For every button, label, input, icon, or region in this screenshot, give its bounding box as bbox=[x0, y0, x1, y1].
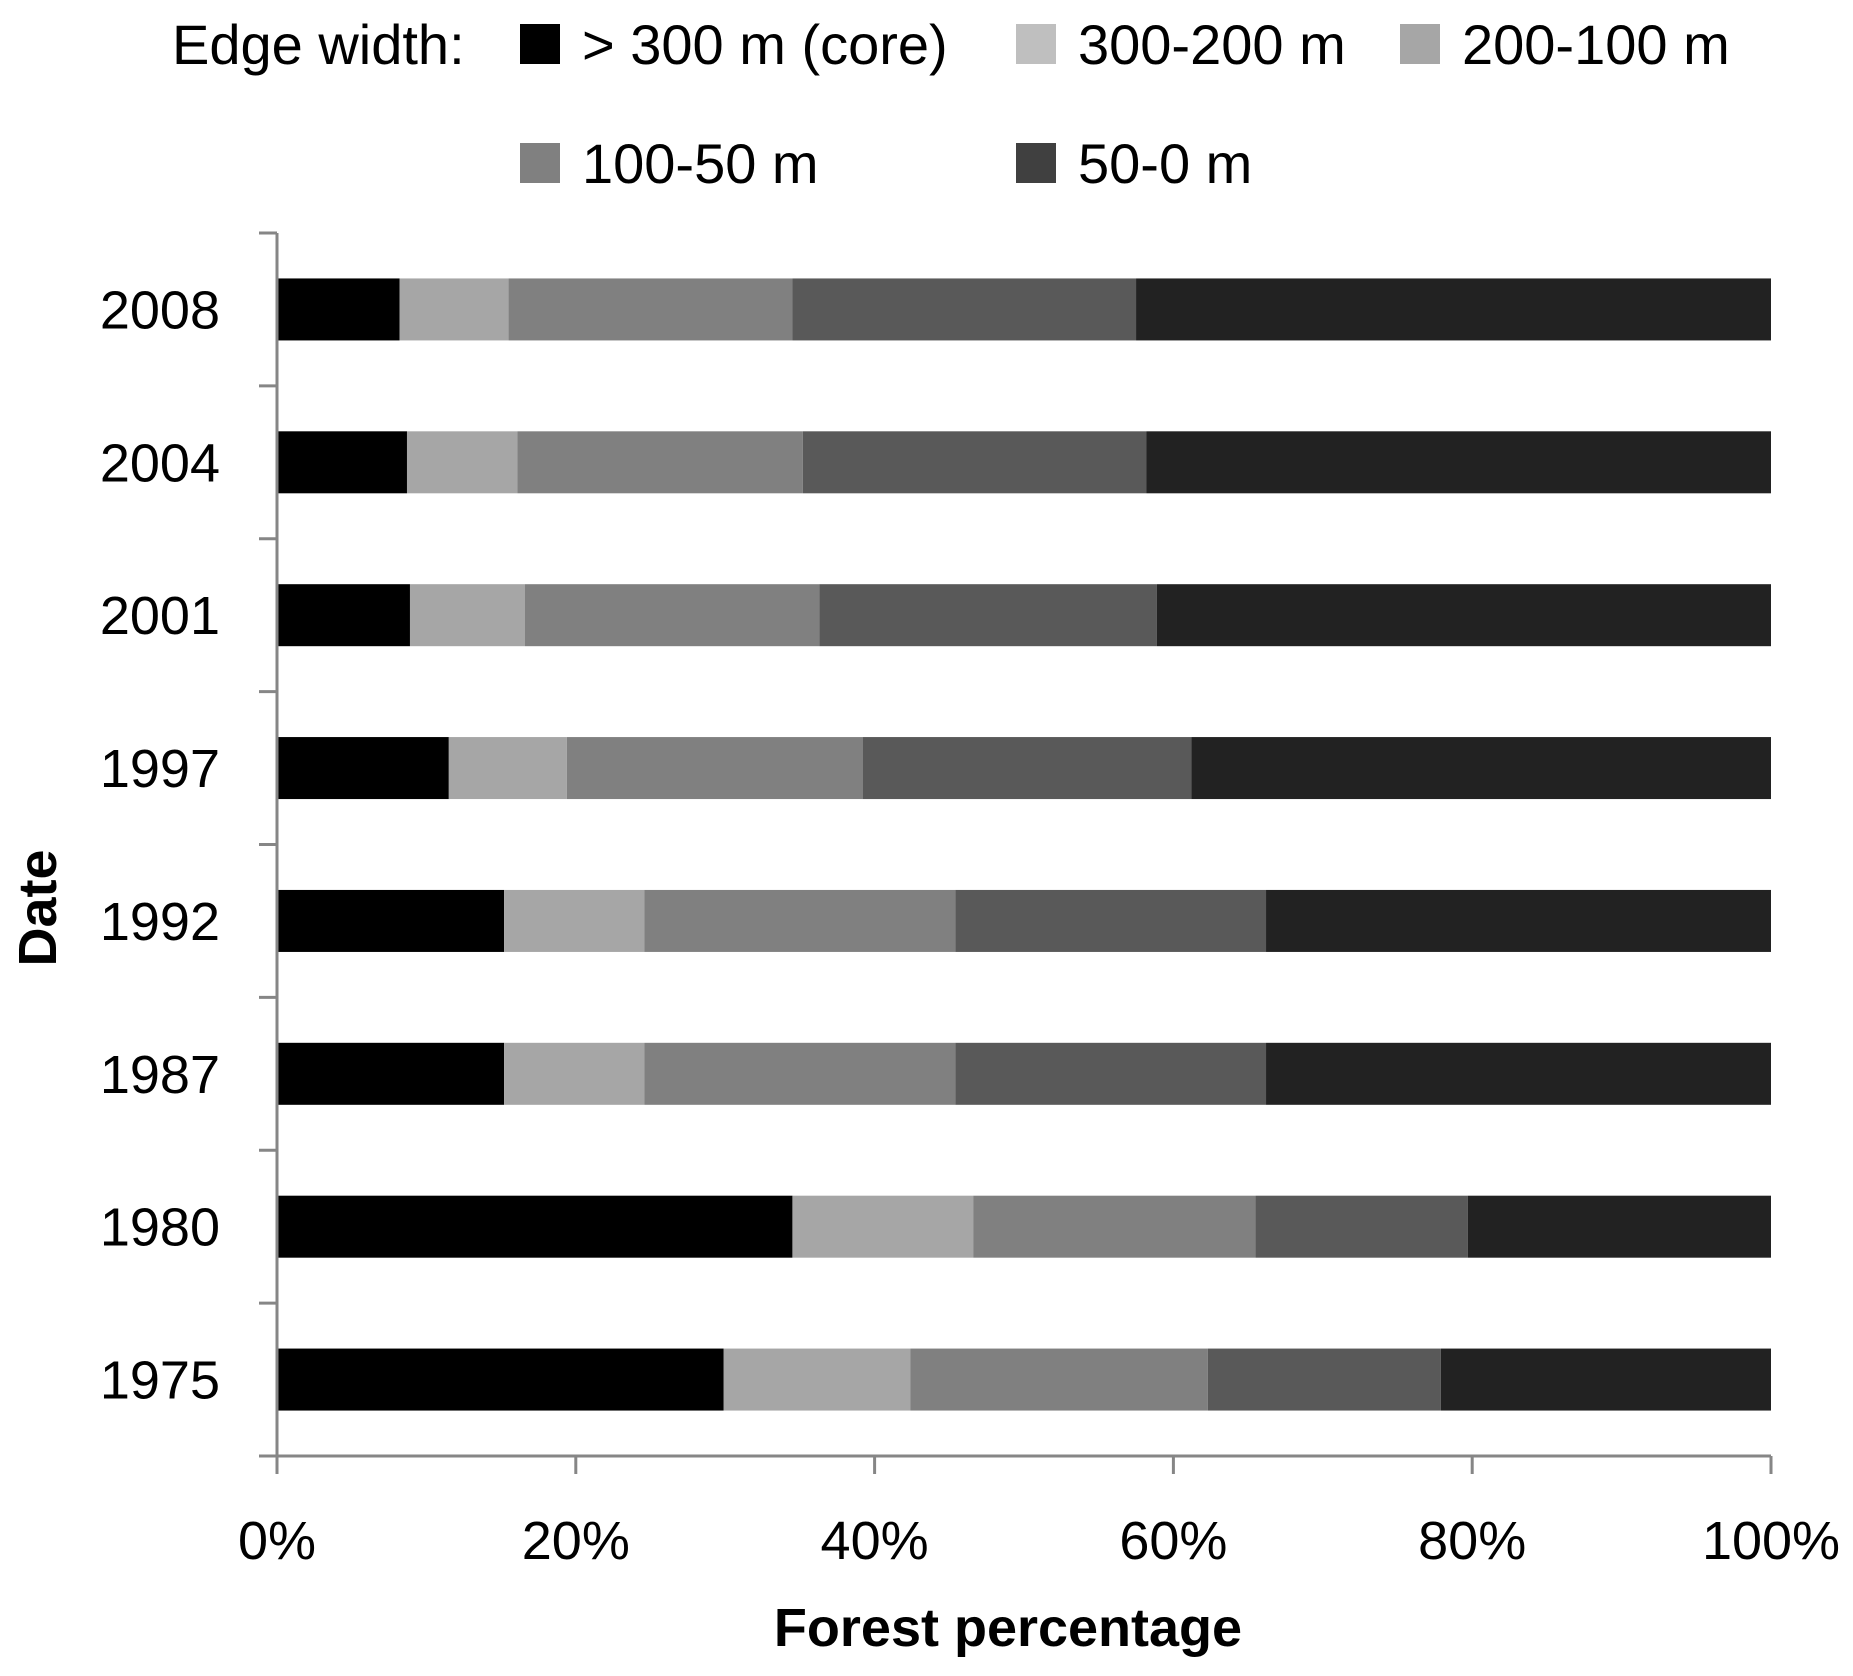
bar-segment-1975-series-2 bbox=[723, 1348, 911, 1411]
y-tick-label-1980: 1980 bbox=[100, 1198, 220, 1258]
y-tick-label-1987: 1987 bbox=[100, 1045, 220, 1105]
bar-segment-1992-series-4 bbox=[955, 889, 1267, 952]
y-tick-label-1975: 1975 bbox=[100, 1351, 220, 1411]
bar-segment-1997-series-2 bbox=[448, 737, 567, 800]
bar-segment-1975-series-3 bbox=[910, 1348, 1208, 1411]
x-axis-title: Forest percentage bbox=[774, 1598, 1242, 1658]
legend-label-4: 100-50 m bbox=[582, 132, 819, 195]
bar-segment-1997-series-1 bbox=[277, 737, 449, 800]
legend: Edge width: > 300 m (core) 300-200 m 200-10… bbox=[172, 13, 1730, 195]
bar-segment-1997-series-4 bbox=[862, 737, 1192, 800]
bar-segment-1997-series-3 bbox=[566, 737, 863, 800]
legend-swatch-4 bbox=[520, 143, 560, 183]
bar-segment-1980-series-4 bbox=[1255, 1195, 1468, 1258]
x-tick-label-0pct: 0% bbox=[238, 1511, 316, 1571]
bar-segment-2008-series-4 bbox=[792, 278, 1137, 341]
x-tick-label-100pct: 100% bbox=[1702, 1511, 1840, 1571]
legend-swatch-2 bbox=[1016, 24, 1056, 64]
y-tick-label-1992: 1992 bbox=[100, 892, 220, 952]
bar-segment-2004-series-3 bbox=[517, 431, 803, 494]
bar-segment-1987-series-4 bbox=[955, 1042, 1267, 1105]
bar-segment-2001-series-5 bbox=[1156, 584, 1771, 647]
bar-segment-1975-series-1 bbox=[277, 1348, 724, 1411]
bar-segment-1980-series-5 bbox=[1467, 1195, 1771, 1258]
bar-segment-2008-series-1 bbox=[277, 278, 400, 341]
bar-segment-1987-series-2 bbox=[504, 1042, 645, 1105]
bar-segment-1987-series-5 bbox=[1266, 1042, 1771, 1105]
bar-segment-1992-series-2 bbox=[504, 889, 645, 952]
y-tick-label-2008: 2008 bbox=[100, 280, 220, 340]
legend-label-5: 50-0 m bbox=[1078, 132, 1252, 195]
bar-segment-1987-series-3 bbox=[644, 1042, 956, 1105]
bar-segment-1980-series-1 bbox=[277, 1195, 793, 1258]
x-tick-label-60pct: 60% bbox=[1119, 1511, 1227, 1571]
legend-label-2: 300-200 m bbox=[1078, 13, 1346, 76]
bar-segment-2008-series-5 bbox=[1136, 278, 1771, 341]
bar-segment-2008-series-3 bbox=[508, 278, 793, 341]
y-tick-label-2004: 2004 bbox=[100, 433, 220, 493]
bar-segment-1992-series-1 bbox=[277, 889, 505, 952]
bar-segment-2004-series-5 bbox=[1146, 431, 1771, 494]
y-tick-label-2001: 2001 bbox=[100, 586, 220, 646]
bar-segment-2001-series-2 bbox=[409, 584, 526, 647]
legend-label-3: 200-100 m bbox=[1462, 13, 1730, 76]
y-axis-title: Date bbox=[8, 849, 68, 966]
bar-segment-2004-series-4 bbox=[802, 431, 1147, 494]
x-tick-label-80pct: 80% bbox=[1418, 1511, 1526, 1571]
bar-segment-1992-series-3 bbox=[644, 889, 956, 952]
bar-segment-1975-series-4 bbox=[1207, 1348, 1441, 1411]
legend-label-1: > 300 m (core) bbox=[582, 13, 948, 76]
x-tick-label-20pct: 20% bbox=[522, 1511, 630, 1571]
bar-segment-1980-series-3 bbox=[973, 1195, 1256, 1258]
y-tick-label-1997: 1997 bbox=[100, 739, 220, 799]
legend-swatch-3 bbox=[1400, 24, 1440, 64]
bar-segment-1992-series-5 bbox=[1266, 889, 1771, 952]
axes: 2008 2004 2001 1997 1992 1987 1980 1975 0% 20% 40%… bbox=[100, 231, 1840, 1571]
bar-segment-1980-series-2 bbox=[792, 1195, 974, 1258]
legend-swatch-5 bbox=[1016, 143, 1056, 183]
legend-swatch-1 bbox=[520, 24, 560, 64]
bar-segment-1987-series-1 bbox=[277, 1042, 505, 1105]
bar-segment-1975-series-5 bbox=[1440, 1348, 1771, 1411]
x-tick-label-40pct: 40% bbox=[821, 1511, 929, 1571]
plot-area bbox=[277, 278, 1771, 1411]
legend-title: Edge width: bbox=[172, 13, 465, 76]
bar-segment-2001-series-4 bbox=[819, 584, 1157, 647]
bar-segment-2004-series-2 bbox=[406, 431, 518, 494]
bar-segment-1997-series-5 bbox=[1191, 737, 1771, 800]
bar-segment-2001-series-1 bbox=[277, 584, 410, 647]
bar-segment-2008-series-2 bbox=[399, 278, 509, 341]
bar-segment-2001-series-3 bbox=[525, 584, 820, 647]
bar-segment-2004-series-1 bbox=[277, 431, 407, 494]
